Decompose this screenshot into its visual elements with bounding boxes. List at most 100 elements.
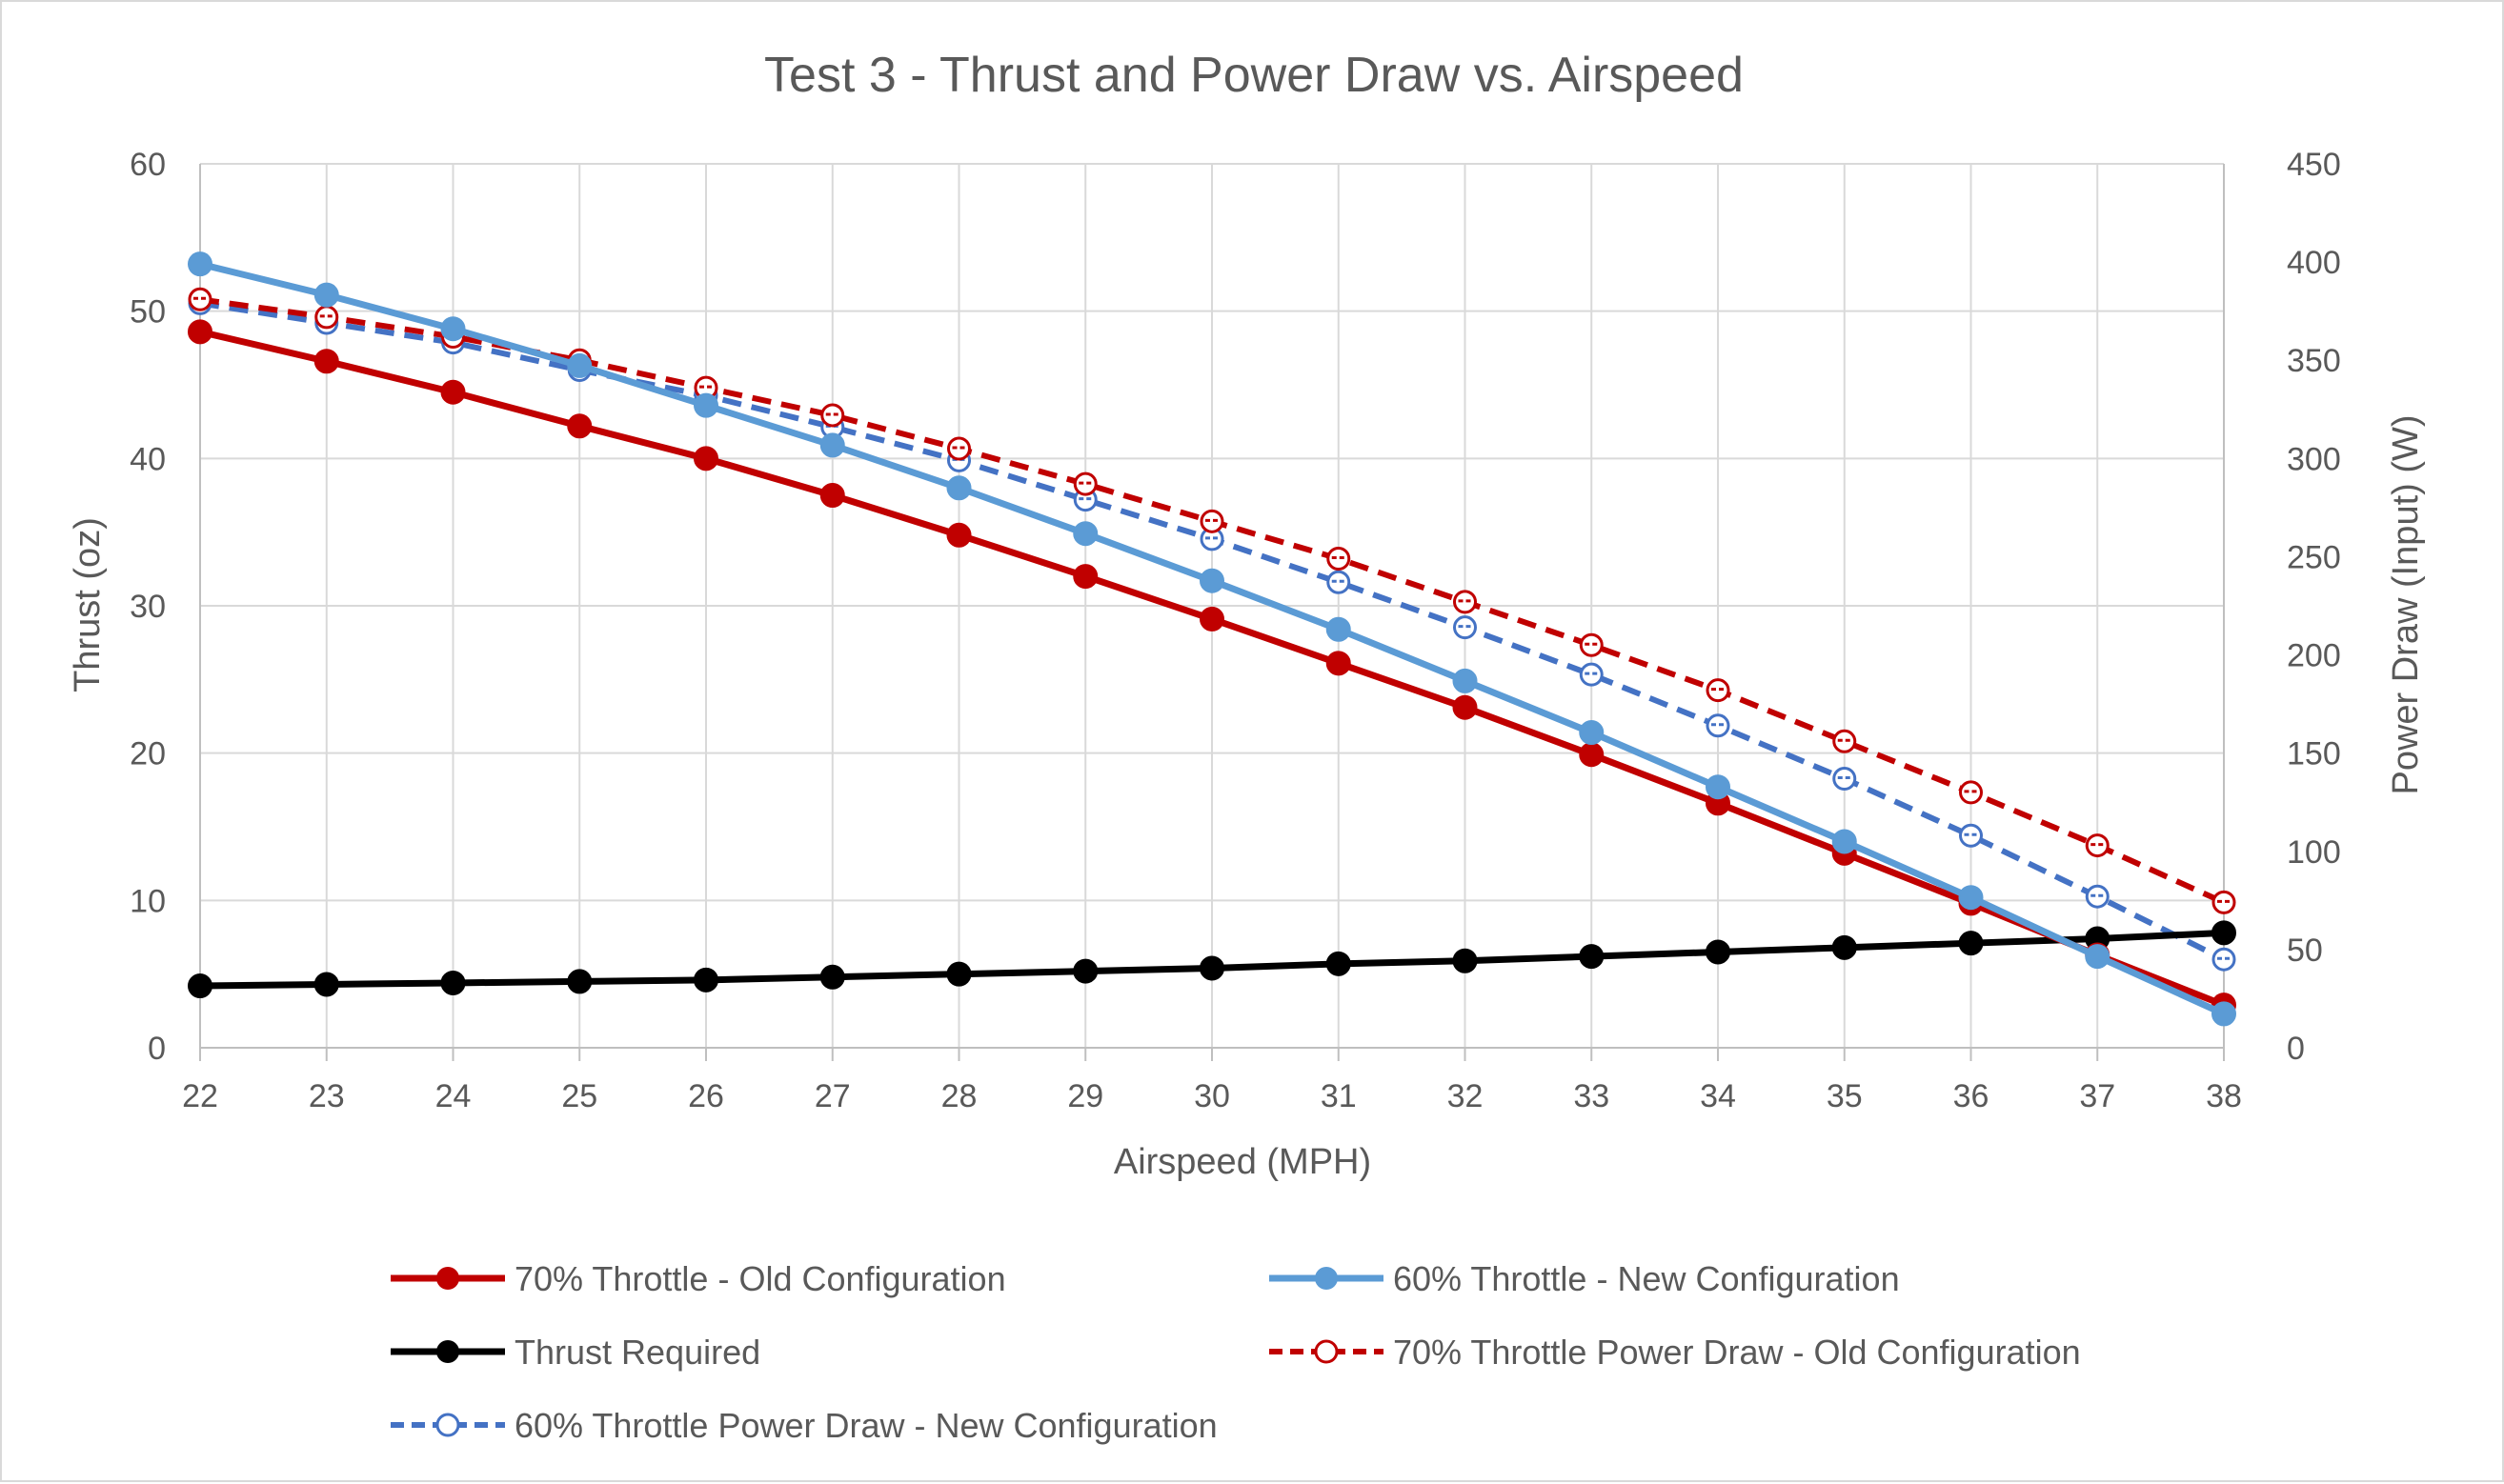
chart-title: Test 3 - Thrust and Power Draw vs. Airsp…: [764, 48, 1744, 103]
data-point: [1326, 547, 1351, 572]
data-point: [2211, 947, 2236, 972]
data-point: [694, 392, 718, 418]
x-tick-label: 32: [1447, 1078, 1484, 1114]
x-tick-label: 36: [1953, 1078, 1989, 1114]
x-tick-label: 27: [815, 1078, 851, 1114]
legend-label: 70% Throttle - Old Configuration: [515, 1259, 1006, 1298]
legend-item: 70% Throttle Power Draw - Old Configurat…: [1269, 1333, 2081, 1372]
x-tick-label: 37: [2079, 1078, 2115, 1114]
data-point: [1326, 570, 1351, 594]
y2-tick-label: 0: [2287, 1031, 2305, 1067]
y2-tick-label: 100: [2287, 834, 2341, 871]
data-point: [1832, 766, 1857, 791]
x-tick-label: 34: [1700, 1078, 1736, 1114]
data-point: [1958, 931, 1984, 956]
x-tick-label: 31: [1321, 1078, 1357, 1114]
data-point: [1959, 823, 1983, 848]
data-point: [1706, 939, 1730, 965]
x-axis-title: Airspeed (MPH): [1114, 1142, 1371, 1182]
data-point: [1200, 509, 1224, 533]
data-point: [946, 475, 972, 501]
data-point: [1958, 885, 1984, 911]
x-tick-label: 35: [1827, 1078, 1863, 1114]
data-point: [440, 379, 466, 405]
y2-tick-label: 200: [2287, 638, 2341, 674]
data-point: [946, 961, 972, 987]
data-point: [947, 436, 971, 461]
y2-tick-label: 250: [2287, 539, 2341, 575]
data-point: [567, 352, 593, 378]
data-point: [946, 522, 972, 548]
data-point: [819, 483, 845, 508]
data-point: [313, 349, 339, 374]
data-point: [2211, 890, 2236, 914]
data-point: [2085, 884, 2110, 909]
data-point: [188, 287, 212, 311]
data-point: [2085, 833, 2110, 858]
y-tick-label: 50: [130, 294, 166, 331]
data-point: [313, 282, 339, 308]
data-point: [1325, 951, 1351, 976]
data-point: [1453, 615, 1477, 640]
data-point: [567, 969, 593, 994]
data-point: [819, 964, 845, 990]
data-point: [1452, 948, 1478, 973]
legend: 70% Throttle - Old Configuration 60% Thro…: [391, 1259, 2081, 1445]
data-point: [1200, 606, 1224, 632]
legend-marker: [435, 1413, 460, 1437]
data-point: [314, 305, 339, 330]
data-point: [188, 251, 212, 277]
legend-label: 60% Throttle - New Configuration: [1393, 1259, 1900, 1298]
data-point: [694, 446, 718, 471]
gridlines: [199, 163, 2225, 1049]
legend-item: 60% Throttle - New Configuration: [1269, 1259, 1900, 1298]
legend-label: 60% Throttle Power Draw - New Configurat…: [515, 1406, 1218, 1445]
data-point: [1200, 955, 1224, 981]
x-tick-label: 24: [435, 1078, 472, 1114]
x-tick-label: 29: [1067, 1078, 1103, 1114]
data-point: [820, 403, 845, 428]
x-tick-label: 25: [561, 1078, 597, 1114]
y2-tick-label: 450: [2287, 147, 2341, 183]
y2-tick-label: 300: [2287, 441, 2341, 477]
y-tick-label: 20: [130, 736, 166, 772]
data-point: [1706, 713, 1730, 738]
x-tick-label: 33: [1573, 1078, 1609, 1114]
y2-tick-label: 50: [2287, 933, 2323, 969]
data-point: [188, 319, 212, 345]
data-point: [1831, 829, 1857, 854]
data-point: [2211, 1001, 2236, 1027]
data-point: [1579, 662, 1604, 687]
legend-label: Thrust Required: [515, 1333, 760, 1372]
data-point: [1073, 564, 1099, 590]
y-tick-labels: 0 10 20 30 40 50 60: [130, 147, 166, 1067]
data-point: [1832, 729, 1857, 753]
y-tick-label: 60: [130, 147, 166, 183]
legend-marker: [436, 1267, 459, 1290]
data-point: [313, 972, 339, 997]
data-point: [1073, 521, 1099, 547]
data-point: [694, 967, 718, 993]
legend-label: 70% Throttle Power Draw - Old Configurat…: [1393, 1333, 2081, 1372]
data-point: [1706, 774, 1730, 800]
data-point: [1831, 934, 1857, 960]
y-tick-label: 30: [130, 589, 166, 625]
series-1: [188, 251, 2236, 1027]
data-point: [819, 432, 845, 458]
x-tick-label: 23: [309, 1078, 345, 1114]
legend-marker: [1314, 1339, 1339, 1364]
data-point: [1453, 590, 1477, 614]
series-2: [188, 920, 2236, 999]
x-tick-label: 28: [941, 1078, 978, 1114]
data-point: [1452, 668, 1478, 693]
x-tick-label: 26: [688, 1078, 724, 1114]
data-point: [1325, 651, 1351, 676]
y2-axis-title: Power Draw (Input) (W): [2386, 414, 2426, 794]
data-point: [567, 413, 593, 439]
data-point: [1579, 720, 1605, 746]
y2-tick-labels: 0 50 100 150 200 250 300 350 400 450: [2287, 147, 2341, 1067]
data-point: [2085, 944, 2110, 970]
series-layer: [188, 251, 2236, 1027]
data-point: [440, 970, 466, 995]
